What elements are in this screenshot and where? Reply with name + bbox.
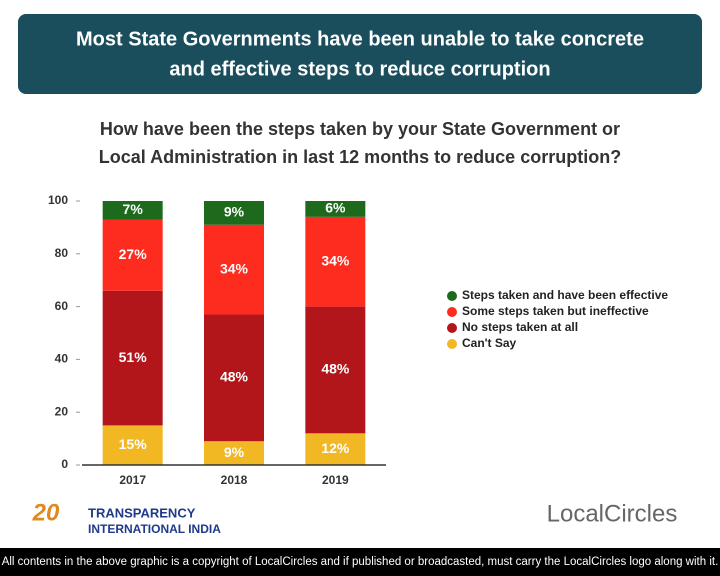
partner-name: INTERNATIONAL INDIA (88, 522, 221, 536)
bar-segment (102, 201, 163, 220)
legend-swatch (447, 339, 457, 349)
legend-label: Steps taken and have been effective (462, 288, 668, 302)
bar-segment (102, 425, 163, 465)
y-tick-label: 100 (48, 193, 68, 207)
value-label: 12% (321, 440, 350, 456)
partner-badge: 20 (32, 499, 60, 526)
chart-title: Most State Governments have been unable … (76, 28, 644, 50)
value-label: 27% (119, 246, 148, 262)
bar-segment (305, 216, 366, 307)
chart-subtitle: How have been the steps taken by your St… (100, 119, 620, 139)
bar-segment (204, 224, 264, 315)
legend-label: Can't Say (462, 336, 517, 350)
value-label: 34% (321, 252, 350, 268)
bar-segment (305, 306, 366, 434)
logo: LocalCircles (547, 500, 678, 527)
header-box (18, 14, 702, 94)
value-label: 9% (224, 204, 245, 220)
value-label: 9% (224, 444, 245, 460)
value-label: 34% (220, 260, 249, 276)
bar-segment (204, 441, 264, 465)
bar-segment (102, 219, 163, 291)
legend-label: No steps taken at all (462, 320, 578, 334)
legend-label: Some steps taken but ineffective (462, 304, 649, 318)
legend-swatch (447, 323, 457, 333)
value-label: 48% (321, 361, 350, 377)
x-tick-label: 2018 (221, 473, 248, 487)
chart-subtitle: Local Administration in last 12 months t… (99, 147, 621, 167)
value-label: 15% (119, 436, 148, 452)
value-label: 6% (325, 200, 346, 216)
y-tick-label: 20 (55, 404, 69, 418)
y-tick-label: 60 (55, 299, 69, 313)
y-tick-label: 40 (55, 352, 69, 366)
bar-segment (204, 201, 264, 225)
bar-segment (305, 201, 366, 217)
x-tick-label: 2017 (119, 473, 146, 487)
bar-segment (305, 433, 366, 465)
legend-swatch (447, 291, 457, 301)
legend-swatch (447, 307, 457, 317)
y-tick-label: 0 (61, 457, 68, 471)
bar-segment (102, 290, 163, 426)
footer-bar (0, 548, 720, 576)
footer-text: All contents in the above graphic is a c… (2, 556, 719, 568)
value-label: 7% (123, 201, 144, 217)
chart-title: and effective steps to reduce corruption (169, 58, 550, 80)
value-label: 48% (220, 369, 249, 385)
y-tick-label: 80 (55, 246, 69, 260)
partner-name: TRANSPARENCY (88, 505, 196, 520)
value-label: 51% (119, 349, 148, 365)
bar-segment (204, 314, 264, 442)
x-tick-label: 2019 (322, 473, 349, 487)
